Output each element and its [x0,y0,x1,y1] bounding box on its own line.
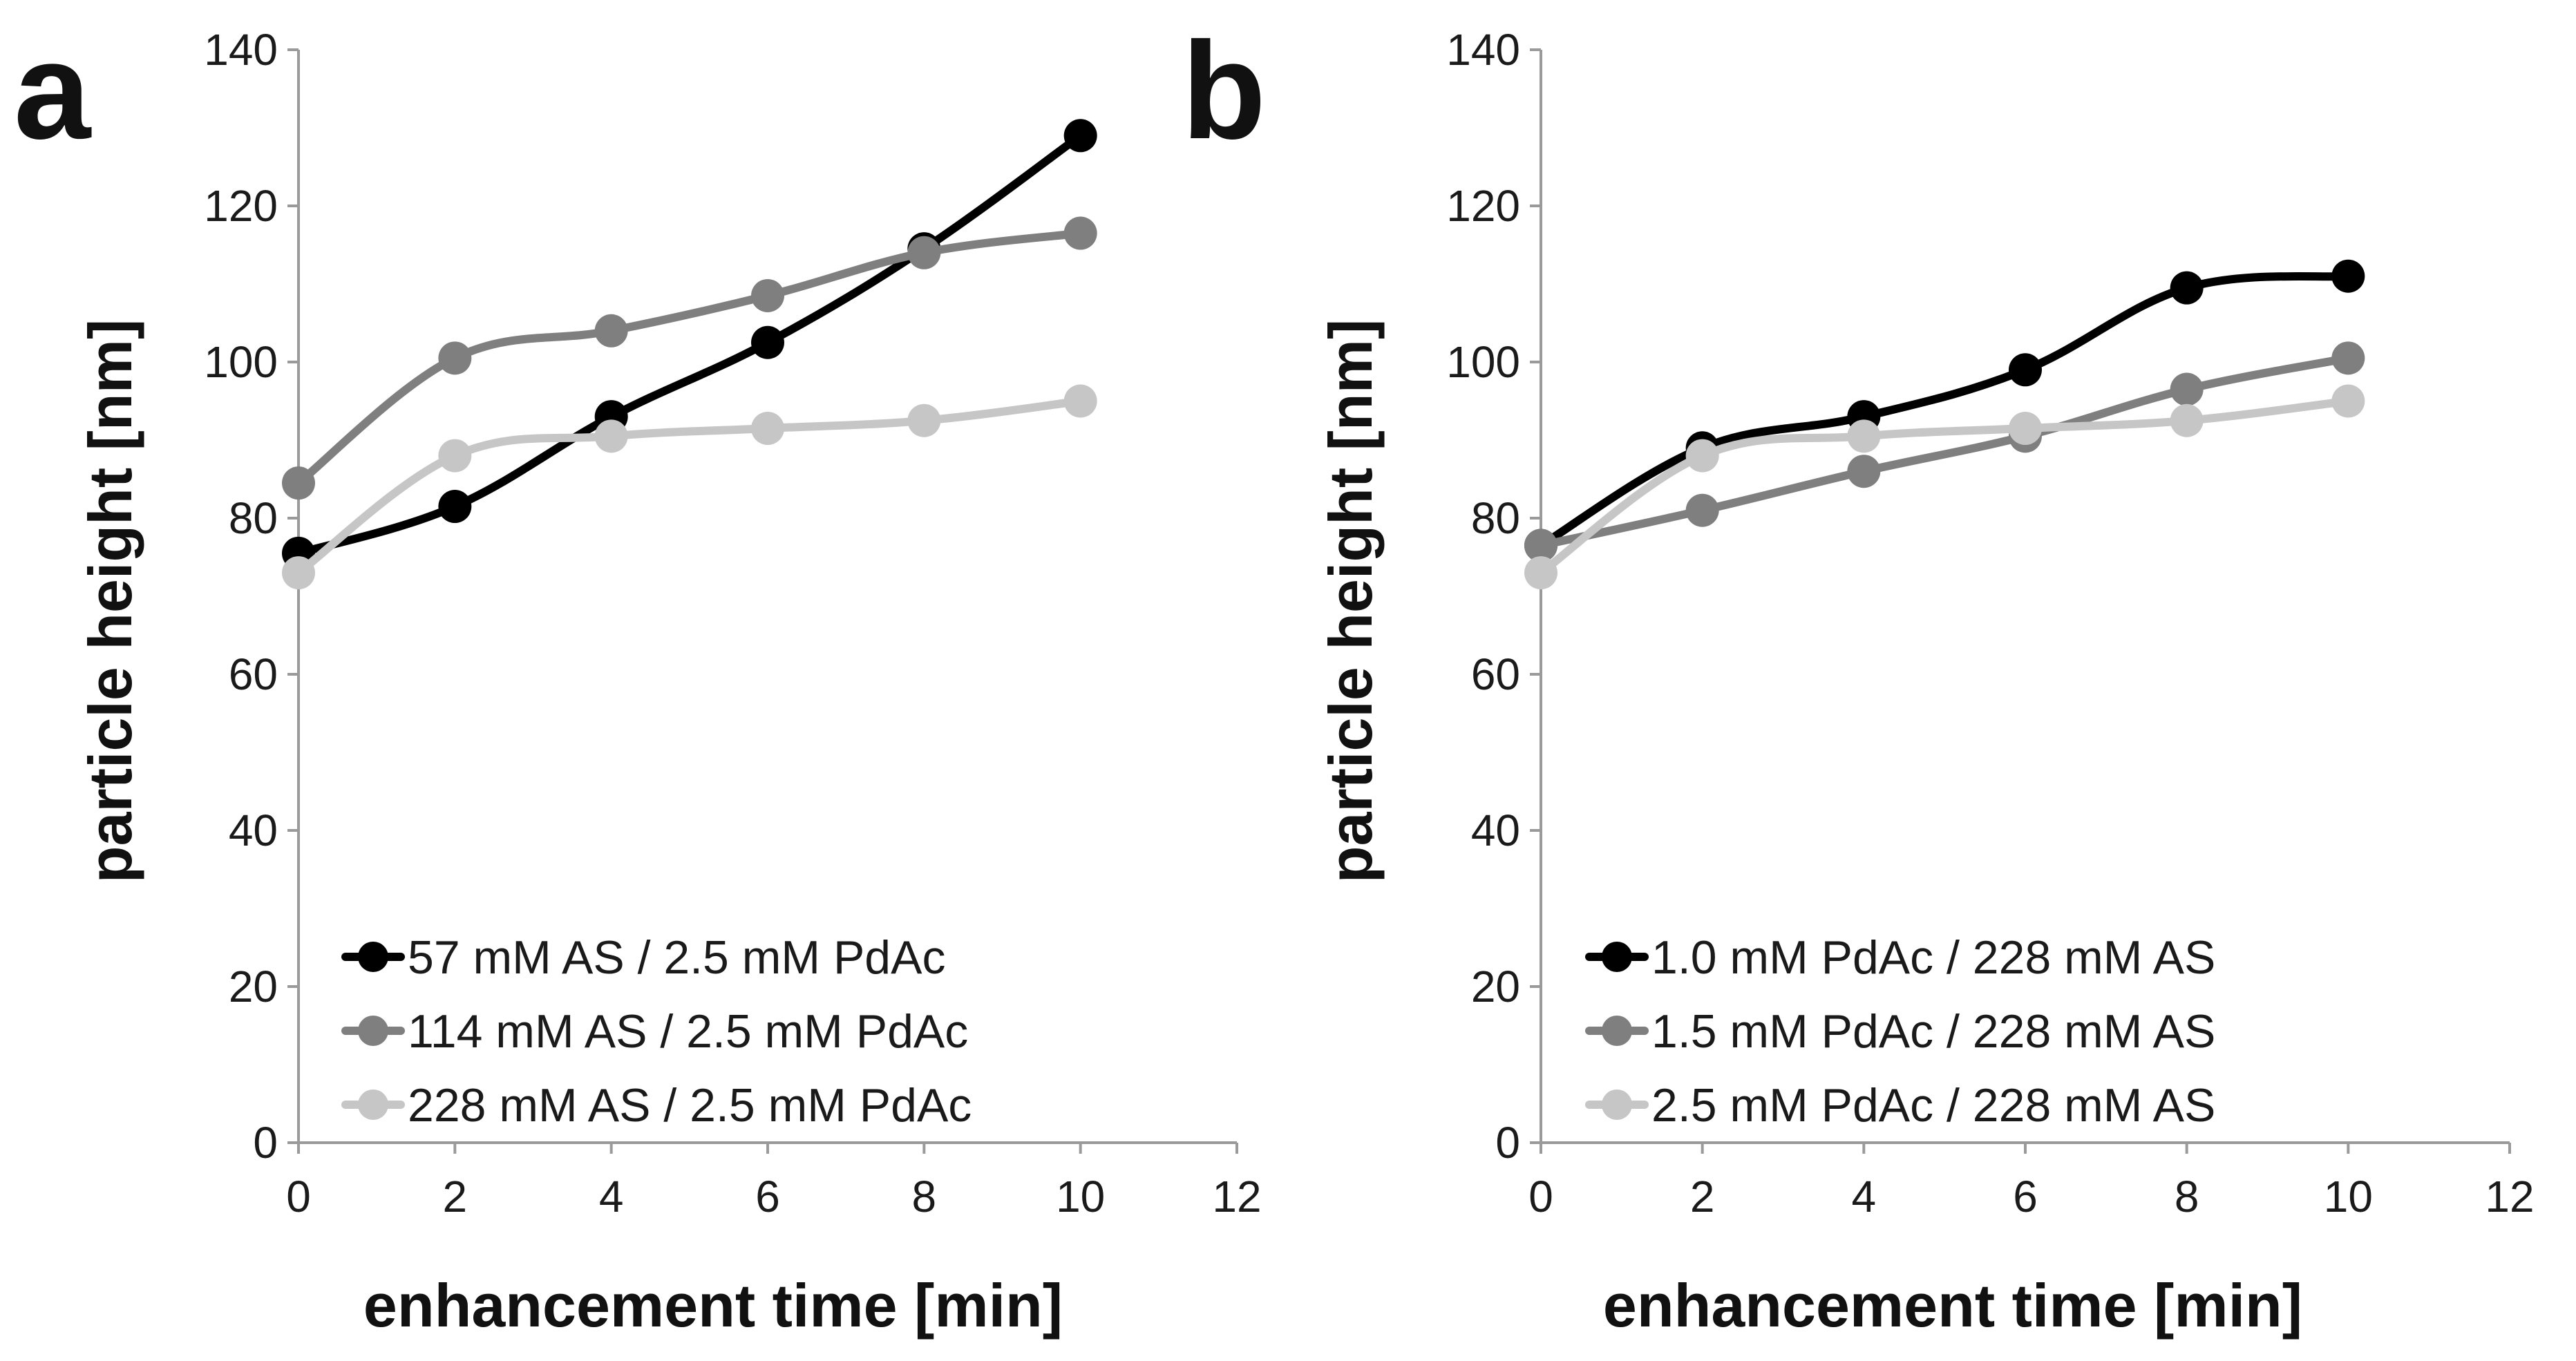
y-tick-label: 0 [1495,1118,1520,1168]
data-point [594,314,628,348]
legend-marker [358,1089,388,1120]
data-point [2170,372,2204,406]
legend-marker [358,1016,388,1046]
data-point [2009,353,2042,387]
data-point [751,325,784,359]
legend-label: 1.0 mM PdAc / 228 mM AS [1651,931,2215,984]
legend: 57 mM AS / 2.5 mM PdAc 114 mM AS / 2.5 mM… [341,931,972,1132]
data-point [1685,439,1719,473]
legend-marker [358,942,388,972]
data-point [751,412,784,446]
data-point [2170,271,2204,305]
legend-label: 1.5 mM PdAc / 228 mM AS [1651,1005,2215,1058]
x-tick-label: 12 [2485,1172,2534,1221]
data-point [438,341,472,375]
y-tick-label: 80 [1471,493,1520,543]
data-point [1685,493,1719,527]
x-axis-title-b: enhancement time [min] [1603,1271,2302,1340]
y-tick-label: 40 [1471,806,1520,855]
x-tick-label: 4 [1852,1172,1877,1221]
legend-label: 228 mM AS / 2.5 mM PdAc [408,1079,972,1132]
plot-area-a: 0 20 40 60 80 100 120 140 0 2 4 6 8 10 12 57 mM AS / 2.… [204,25,1261,1221]
data-point [2331,341,2365,375]
data-point [1847,455,1881,488]
x-tick-label: 10 [2324,1172,2373,1221]
legend: 1.0 mM PdAc / 228 mM AS 1.5 mM PdAc / 228… [1585,931,2215,1132]
x-tick-label: 2 [1690,1172,1715,1221]
x-tick-label: 0 [286,1172,311,1221]
legend-marker [1602,1016,1632,1046]
data-point [2331,384,2365,418]
x-tick-label: 12 [1212,1172,1261,1221]
data-point [282,466,315,500]
data-point [1847,419,1881,453]
data-point [1063,384,1097,418]
y-axis-title-b: particle height [nm] [1316,319,1385,884]
y-tick-label: 100 [1446,337,1520,387]
y-tick-label: 20 [1471,962,1520,1011]
data-point [1063,119,1097,153]
data-point [907,403,941,437]
x-tick-label: 0 [1528,1172,1553,1221]
y-tick-label: 140 [1446,25,1520,75]
data-point [594,419,628,453]
series-line-3 [1537,397,2353,578]
chart-panel-b: b 0 20 40 60 80 100 120 140 0 2 4 6 8 10 12 1.0 mM PdAc… [1182,14,2535,1340]
legend-marker [1602,1089,1632,1120]
y-tick-label: 120 [204,181,278,231]
series-line-3 [294,397,1085,578]
x-tick-label: 10 [1056,1172,1105,1221]
plot-area-b: 0 20 40 60 80 100 120 140 0 2 4 6 8 10 12 1.0 mM PdAc /… [1446,25,2534,1221]
panel-letter-b: b [1182,14,1266,168]
y-tick-label: 120 [1446,181,1520,231]
legend-label: 114 mM AS / 2.5 mM PdAc [408,1005,968,1058]
y-tick-label: 140 [204,25,278,75]
panel-letter-a: a [14,14,92,168]
data-point [751,278,784,312]
y-tick-label: 100 [204,337,278,387]
data-point [438,490,472,524]
series-line-1 [1537,272,2353,550]
data-point [1063,216,1097,250]
data-point [2170,403,2204,437]
legend-marker [1602,942,1632,972]
data-point [2331,259,2365,293]
series-line-1 [294,131,1085,558]
data-point [2009,412,2042,446]
y-tick-label: 60 [1471,649,1520,699]
x-tick-label: 2 [443,1172,468,1221]
y-tick-label: 40 [229,806,278,855]
data-point [1524,556,1557,590]
x-tick-label: 6 [2013,1172,2038,1221]
y-tick-label: 0 [253,1118,278,1168]
y-axis-title-a: particle height [nm] [76,319,144,884]
y-tick-label: 20 [229,962,278,1011]
y-tick-label: 60 [229,649,278,699]
x-tick-label: 8 [912,1172,937,1221]
series-line-2 [1537,354,2353,550]
legend-label: 2.5 mM PdAc / 228 mM AS [1651,1079,2215,1132]
data-point [1524,529,1557,562]
y-tick-label: 80 [229,493,278,543]
data-point [907,236,941,269]
series-line-2 [294,229,1085,488]
x-tick-label: 8 [2175,1172,2199,1221]
x-tick-label: 6 [755,1172,780,1221]
chart-panel-a: a 0 20 40 60 80 100 120 140 0 2 4 6 8 10 12 57 mM AS / … [14,14,1262,1340]
x-tick-label: 4 [599,1172,624,1221]
data-point [438,439,472,473]
data-point [282,556,315,590]
legend-label: 57 mM AS / 2.5 mM PdAc [408,931,945,984]
x-axis-title-a: enhancement time [min] [363,1271,1063,1340]
